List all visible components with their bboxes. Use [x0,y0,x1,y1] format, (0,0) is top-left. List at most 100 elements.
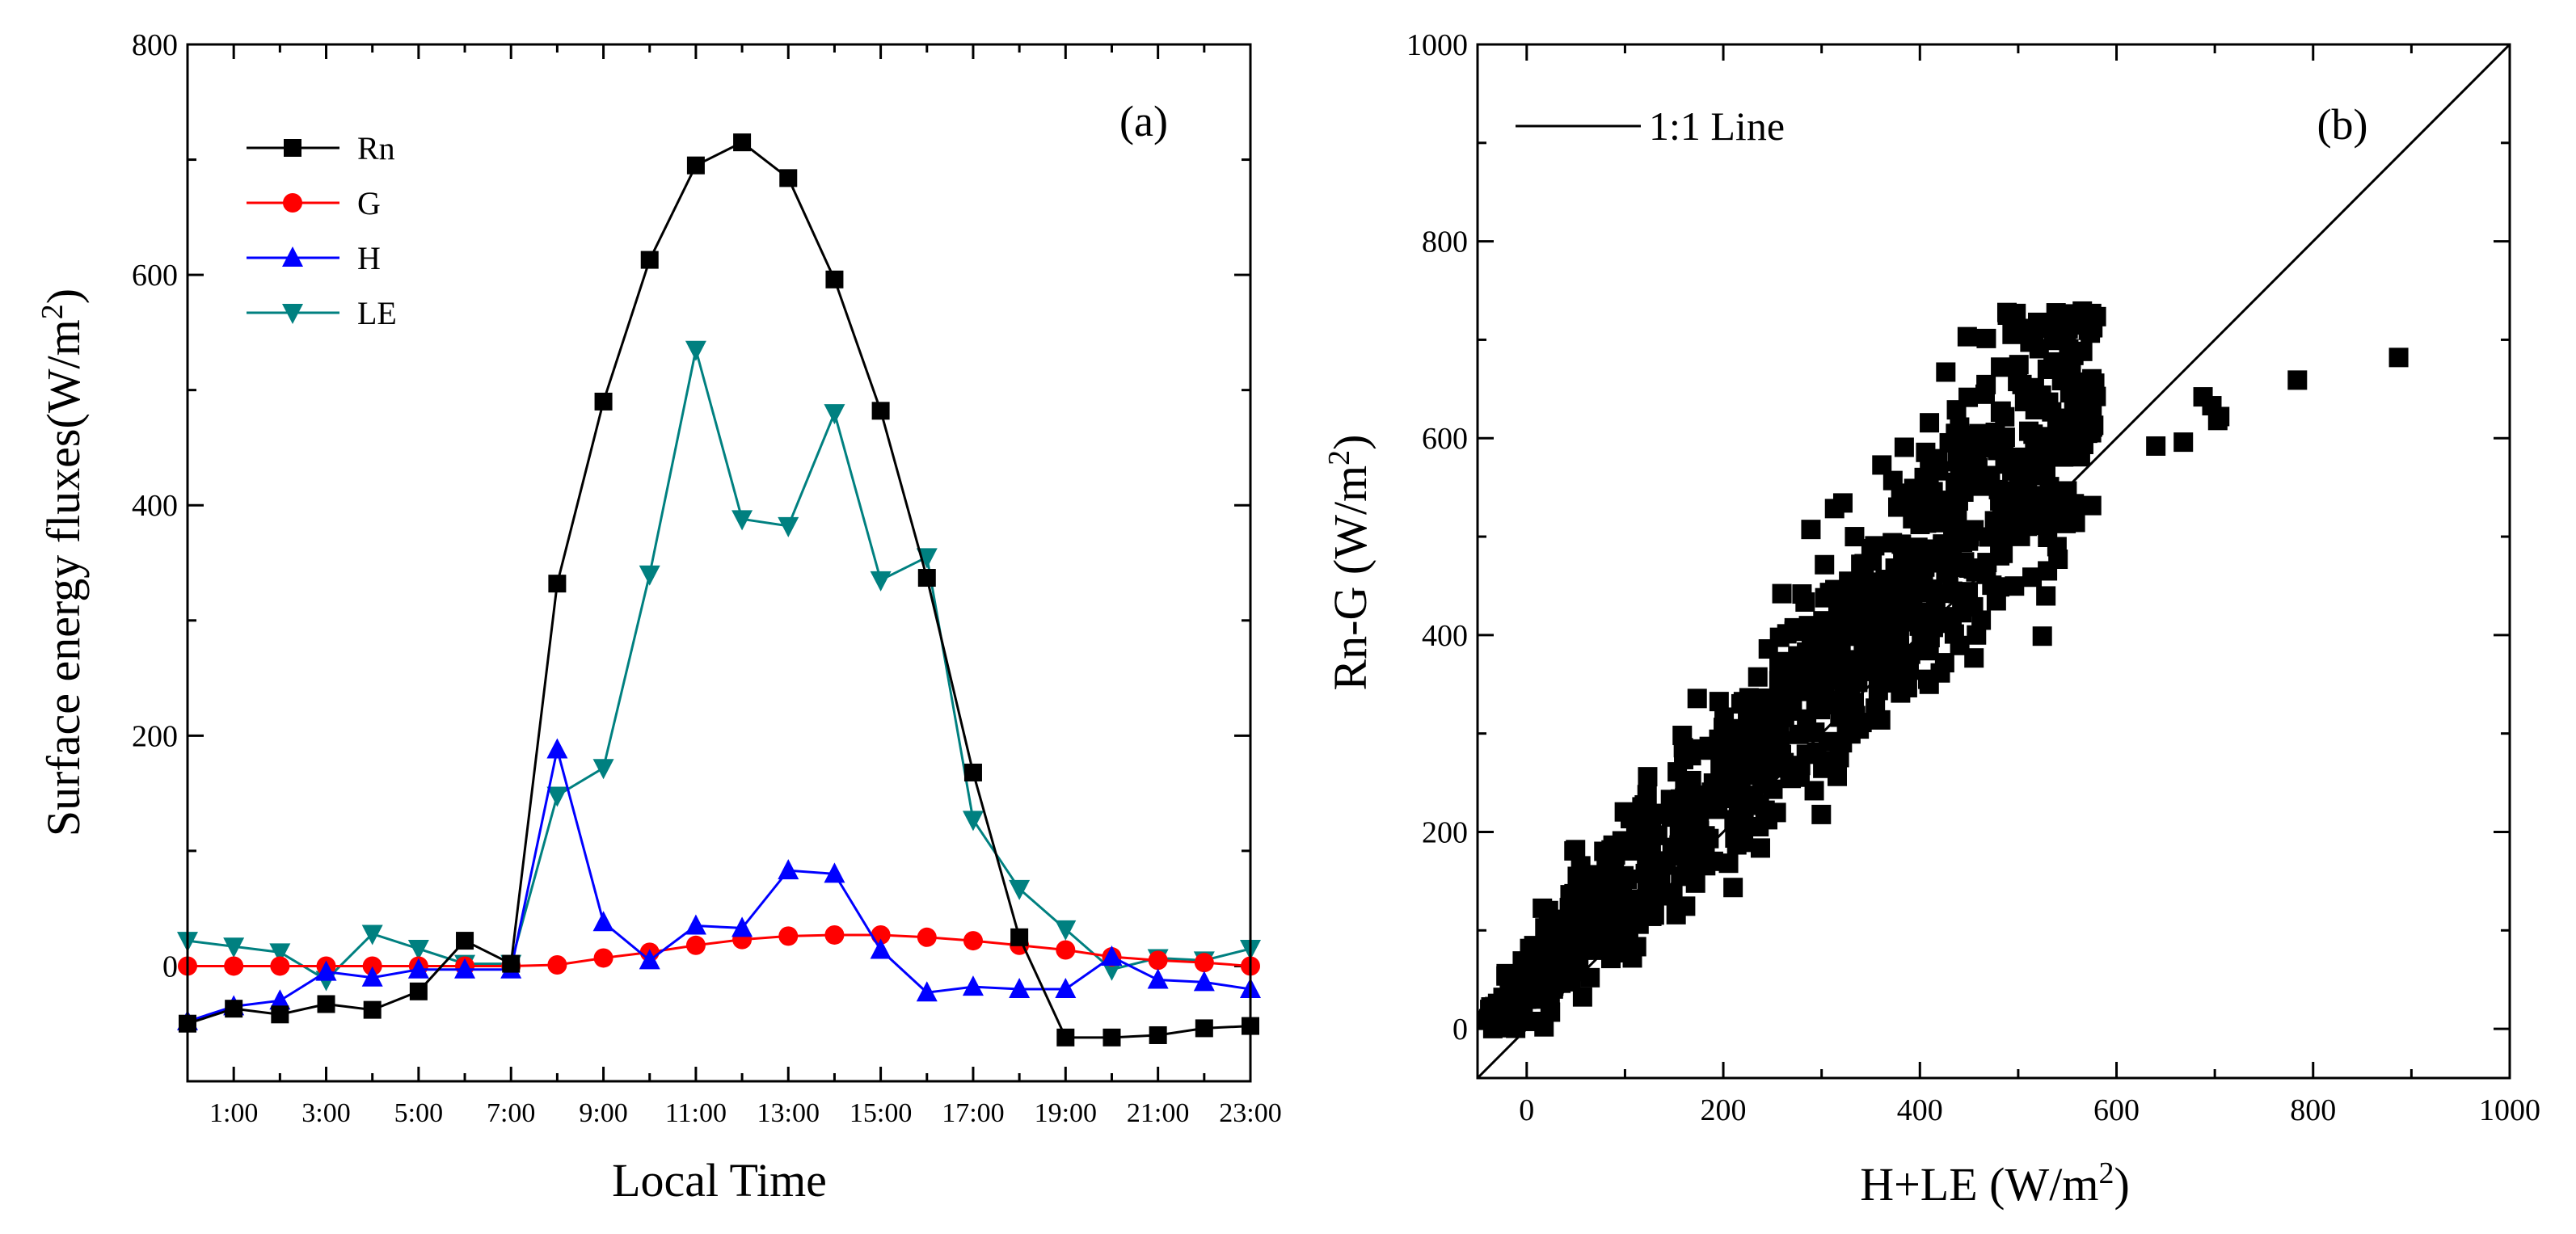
point-g [824,924,845,945]
scatter-point [1578,912,1598,932]
point-g [1056,940,1076,960]
scatter-point [1964,648,1984,668]
point-rn [640,251,659,269]
scatter-point [2042,402,2062,422]
scatter-point [2014,495,2034,515]
scatter-point [2020,332,2040,352]
point-h [778,859,799,880]
scatter-point [1579,867,1600,887]
point-le [639,565,660,586]
point-g [685,935,706,955]
scatter-point [1828,596,1849,616]
panel-b-xtick-label: 600 [2093,1093,2140,1127]
scatter-point [1869,600,1889,620]
point-g [917,927,937,947]
scatter-point [2173,432,2194,453]
panel-a-xtick-label: 17:00 [942,1098,1004,1128]
scatter-point [1885,583,1905,603]
panel-b-frame [1476,43,2511,1080]
point-le [546,786,568,807]
panel-a-line-chart: 0 200 400 600 800 1:00 3:00 5:00 7:00 9:00 11:00 13… [36,28,1282,1207]
point-g [547,955,567,975]
point-rn [733,133,752,152]
scatter-point [1676,896,1696,916]
scatter-point [1620,809,1640,829]
point-rn [1195,1019,1213,1038]
point-rn [317,995,335,1013]
scatter-point [1801,520,1821,540]
scatter-point [2043,318,2063,339]
scatter-point [2008,372,2028,392]
point-rn [686,156,705,175]
scatter-point [1625,907,1645,927]
scatter-point [1747,691,1767,711]
legend-label-h: H [357,240,381,276]
legend-marker-h [282,246,303,267]
scatter-point [1866,698,1886,718]
point-rn [594,392,613,411]
point-rn [1102,1028,1121,1047]
point-rn [271,1005,289,1024]
scatter-point [1772,583,1792,604]
panel-b-xlabel: H+LE (W/m2) [1860,1156,2130,1211]
panel-a-ytick-label: 400 [132,489,178,523]
scatter-point [1928,449,1948,469]
panel-a-ytick-label: 800 [132,28,178,62]
scatter-point [1975,384,1995,404]
scatter-point [1747,743,1767,763]
scatter-point [1756,710,1777,731]
point-le [916,548,938,569]
scatter-point [1635,863,1655,883]
point-h [1101,946,1123,967]
scatter-point [1703,851,1723,871]
scatter-point [1651,868,1671,888]
point-rn [1149,1026,1167,1044]
scatter-point [2038,528,2058,548]
scatter-point [1904,553,1925,573]
legend-label-rn: Rn [357,130,395,166]
panel-a-xtick-label: 19:00 [1035,1098,1097,1128]
panel-a-xtick-label: 1:00 [209,1098,258,1128]
point-h [1147,968,1169,989]
scatter-point [1845,527,1865,547]
scatter-point [1638,767,1658,787]
scatter-point [1723,878,1743,898]
scatter-point [1798,618,1819,638]
point-g [224,956,244,976]
scatter-point [2036,586,2056,606]
scatter-point [2388,347,2409,368]
scatter-point [2021,455,2041,475]
series-rn [179,133,1259,1047]
scatter-point [1851,554,1871,575]
panel-a-legend: Rn GH LE [247,130,397,331]
panel-a-frame [186,43,1252,1083]
point-le [731,510,753,531]
series-line-le [187,349,1251,982]
scatter-point [1730,728,1750,748]
scatter-point [1967,625,1987,645]
series-h [177,738,1261,1030]
scatter-point [1815,554,1835,575]
series-g [178,924,1260,976]
scatter-point [2081,377,2102,397]
series-line-rn [187,141,1251,1039]
point-rn [409,982,428,1000]
panel-a-ytick-label: 200 [132,719,178,753]
scatter-point [1985,422,2005,442]
panel-b-xtick-label: 400 [1897,1093,1943,1127]
point-h [824,862,845,883]
scatter-point [2032,626,2052,646]
scatter-point [1882,670,1902,690]
legend-label-1-1-line: 1:1 Line [1649,103,1785,149]
point-h [1009,977,1031,998]
scatter-point [2072,341,2093,361]
point-le [407,940,429,961]
one-to-one-line [1476,43,2511,1080]
panel-a-xtick-label: 5:00 [394,1098,443,1128]
scatter-point [2025,399,2045,419]
point-le [269,943,291,964]
panel-a-xtick-label: 15:00 [850,1098,912,1128]
scatter-point [1496,966,1516,986]
scatter-point [1758,810,1778,830]
scatter-point [1726,761,1747,781]
